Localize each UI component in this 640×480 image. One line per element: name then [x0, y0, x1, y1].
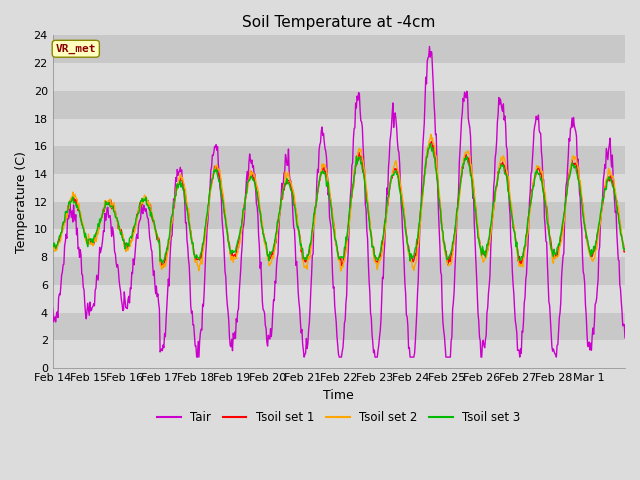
Tsoil set 1: [621, 246, 629, 252]
Tsoil set 1: [159, 264, 167, 270]
Tsoil set 2: [431, 153, 439, 158]
Tsoil set 2: [221, 207, 229, 213]
Tsoil set 1: [250, 175, 258, 180]
Bar: [52, 229, 625, 257]
Tsoil set 1: [116, 227, 124, 233]
Tsoil set 1: [428, 139, 436, 144]
Tsoil set 2: [116, 225, 124, 231]
Tair: [621, 335, 629, 341]
Title: Soil Temperature at -4cm: Soil Temperature at -4cm: [242, 15, 436, 30]
Tsoil set 1: [222, 216, 230, 222]
Bar: [52, 174, 625, 202]
Tsoil set 1: [431, 156, 439, 162]
Tsoil set 2: [337, 268, 344, 274]
Tsoil set 1: [49, 243, 56, 249]
Tsoil set 3: [116, 227, 124, 232]
Line: Tair: Tair: [52, 47, 625, 357]
Tsoil set 1: [399, 204, 406, 210]
Line: Tsoil set 2: Tsoil set 2: [52, 134, 625, 271]
Tair: [116, 284, 124, 289]
Tair: [431, 132, 439, 138]
Tsoil set 2: [427, 132, 435, 137]
Tsoil set 3: [250, 179, 258, 184]
Tair: [426, 44, 433, 49]
Tsoil set 2: [49, 243, 56, 249]
Y-axis label: Temperature (C): Temperature (C): [15, 151, 28, 252]
Bar: [52, 63, 625, 91]
Bar: [52, 257, 625, 285]
Tsoil set 2: [399, 196, 406, 202]
Tair: [272, 280, 280, 286]
Tair: [399, 230, 406, 236]
Tsoil set 3: [222, 220, 230, 226]
Tsoil set 3: [621, 247, 629, 253]
Line: Tsoil set 1: Tsoil set 1: [52, 142, 625, 267]
X-axis label: Time: Time: [323, 389, 354, 402]
Bar: [52, 119, 625, 146]
Bar: [52, 202, 625, 229]
Tsoil set 3: [426, 141, 434, 146]
Tair: [250, 172, 258, 178]
Tair: [49, 306, 56, 312]
Tsoil set 2: [250, 171, 257, 177]
Legend: Tair, Tsoil set 1, Tsoil set 2, Tsoil set 3: Tair, Tsoil set 1, Tsoil set 2, Tsoil se…: [152, 407, 525, 429]
Tsoil set 3: [272, 231, 280, 237]
Bar: [52, 91, 625, 119]
Tsoil set 3: [159, 260, 166, 266]
Bar: [52, 285, 625, 312]
Line: Tsoil set 3: Tsoil set 3: [52, 144, 625, 263]
Bar: [52, 36, 625, 63]
Bar: [52, 340, 625, 368]
Bar: [52, 312, 625, 340]
Tsoil set 1: [272, 240, 280, 246]
Tair: [222, 274, 230, 280]
Tsoil set 3: [431, 165, 439, 170]
Tsoil set 2: [271, 247, 279, 252]
Tsoil set 3: [399, 204, 406, 210]
Tsoil set 3: [49, 242, 56, 248]
Text: VR_met: VR_met: [56, 44, 96, 54]
Bar: [52, 146, 625, 174]
Tsoil set 2: [621, 247, 629, 253]
Tair: [193, 354, 200, 360]
